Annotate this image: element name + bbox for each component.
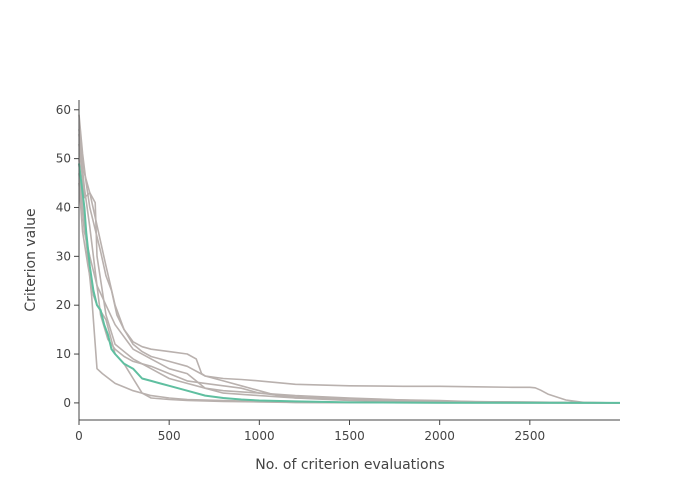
x-tick-label: 2000	[424, 429, 455, 443]
y-tick-label: 50	[56, 152, 71, 166]
series-line-highlight	[78, 163, 621, 404]
series-line-1	[78, 129, 621, 404]
series-line-0	[78, 114, 621, 404]
y-tick-label: 60	[56, 103, 71, 117]
x-tick-label: 1500	[334, 429, 365, 443]
x-tick-label: 0	[75, 429, 83, 443]
series-line-4	[78, 173, 621, 404]
x-tick-label: 1000	[244, 429, 275, 443]
y-axis-ticks: 0 10 20 30 40 50 60	[56, 103, 79, 410]
x-tick-label: 500	[158, 429, 181, 443]
y-tick-label: 20	[56, 298, 71, 312]
x-axis-title: No. of criterion evaluations	[255, 457, 445, 473]
y-tick-label: 0	[63, 396, 71, 410]
plot-series	[78, 114, 621, 404]
y-tick-label: 30	[56, 249, 71, 263]
x-tick-label: 2500	[515, 429, 546, 443]
y-axis-title: Criterion value	[23, 208, 39, 311]
series-line-6	[78, 134, 621, 404]
x-axis-ticks: 0 500 1000 1500 2000 2500	[75, 420, 545, 443]
y-tick-label: 10	[56, 347, 71, 361]
series-line-3	[78, 158, 621, 404]
y-tick-label: 40	[56, 200, 71, 214]
